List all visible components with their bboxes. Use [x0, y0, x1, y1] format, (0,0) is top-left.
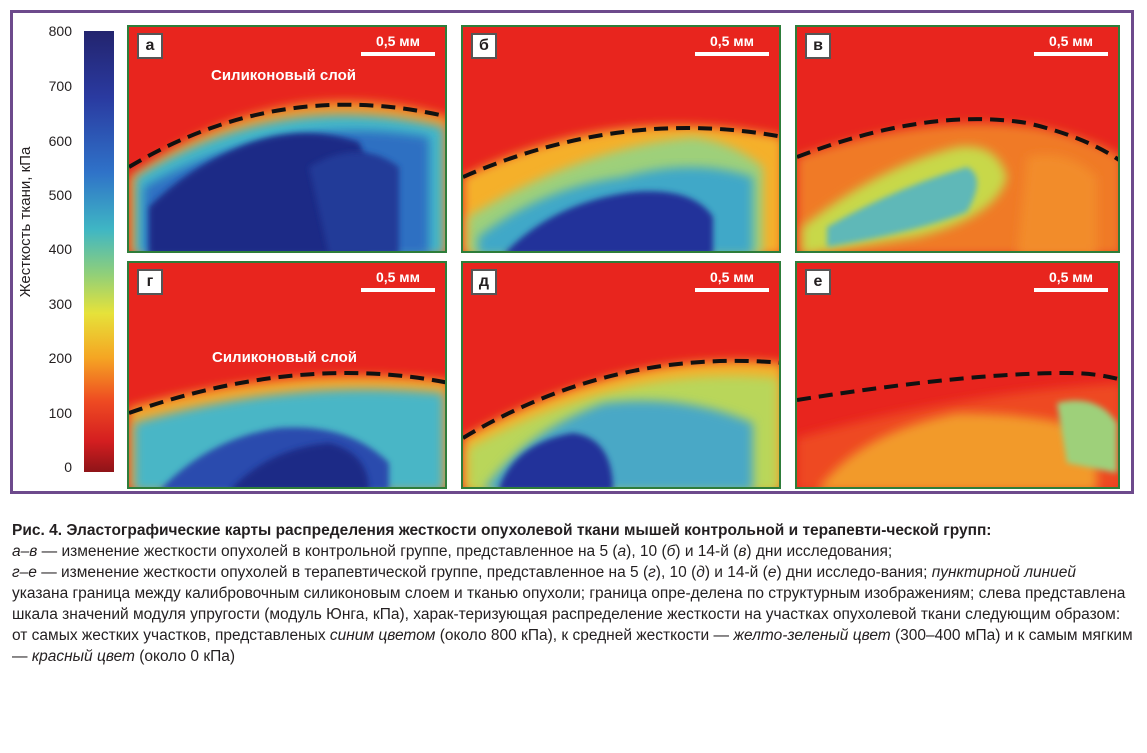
scale-bar-label: 0,5 мм [375, 33, 421, 49]
caption-text: в [738, 543, 747, 560]
caption-text: а–в [12, 543, 38, 560]
caption-body: а–в — изменение жесткости опухолей в кон… [12, 541, 1136, 667]
colorbar-tick: 400 [49, 241, 73, 257]
scale-bar-label: 0,5 мм [1048, 33, 1094, 49]
caption-text: (300–400 мПа) и к самым мягким — [12, 627, 1133, 665]
panel-letter: в [805, 33, 831, 59]
caption-title: Рис. 4. Эластографические карты распреде… [12, 522, 992, 539]
caption-text: (около 800 кПа), к средней жесткости — [435, 627, 734, 644]
elastography-map [463, 263, 779, 487]
caption-text: ) дни исследо-вания; [776, 564, 932, 581]
caption-text: ) и 14-й ( [675, 543, 739, 560]
scale-bar-label: 0,5 мм [709, 269, 755, 285]
panel-letter: б [471, 33, 497, 59]
colorbar-axis-label: Жесткость ткани, кПа [17, 146, 34, 297]
caption-text: (около 0 кПа) [134, 648, 236, 665]
scale-bar-line [1034, 288, 1108, 292]
scale-bar: 0,5 мм [695, 269, 769, 292]
caption-text: — изменение жесткости опухолей в терапев… [36, 564, 649, 581]
caption-text: ), 10 ( [655, 564, 697, 581]
caption-text: г–е [12, 564, 37, 581]
scale-bar-label: 0,5 мм [1048, 269, 1094, 285]
caption-text: желто-зеленый цвет [733, 627, 891, 644]
figure-caption: Рис. 4. Эластографические карты распреде… [12, 520, 1136, 667]
colorbar-gradient [84, 31, 114, 472]
elastography-map [797, 263, 1118, 487]
scale-bar: 0,5 мм [1034, 269, 1108, 292]
scale-bar-line [361, 52, 435, 56]
colorbar-tick: 700 [49, 78, 73, 94]
panel-a: а 0,5 мм Силиконовый слой [127, 25, 447, 253]
scale-bar-line [1034, 52, 1108, 56]
colorbar-tick: 200 [49, 350, 73, 366]
panel-letter: д [471, 269, 497, 295]
panel-letter: г [137, 269, 163, 295]
caption-text: д [696, 564, 705, 581]
elastography-map [797, 27, 1118, 251]
caption-text: ) и 14-й ( [704, 564, 768, 581]
panel-b: б 0,5 мм [461, 25, 781, 253]
scale-bar: 0,5 мм [361, 33, 435, 56]
colorbar-tick: 0 [64, 459, 72, 475]
panel-f: е 0,5 мм [795, 261, 1120, 489]
scale-bar: 0,5 мм [1034, 33, 1108, 56]
caption-text: е [767, 564, 777, 581]
scale-bar: 0,5 мм [695, 33, 769, 56]
caption-text: указана граница между калибровочным сили… [12, 585, 1126, 644]
caption-text: а [617, 543, 627, 560]
elastography-map [129, 27, 445, 251]
colorbar-tick: 800 [49, 23, 73, 39]
caption-text: ), 10 ( [626, 543, 667, 560]
elastography-map [463, 27, 779, 251]
scale-bar: 0,5 мм [361, 269, 435, 292]
caption-text: г [648, 564, 656, 581]
colorbar: 800 700 600 500 400 300 200 100 0 Жестко… [17, 23, 114, 475]
colorbar-tick: 100 [49, 405, 73, 421]
colorbar-tick: 300 [49, 296, 73, 312]
scale-bar-line [695, 52, 769, 56]
caption-text: ) дни исследования; [746, 543, 893, 560]
caption-text: б [666, 543, 676, 560]
scale-bar-line [361, 288, 435, 292]
silicone-layer-label: Силиконовый слой [212, 349, 357, 366]
panel-letter: е [805, 269, 831, 295]
scale-bar-line [695, 288, 769, 292]
panel-e: д 0,5 мм [461, 261, 781, 489]
panel-d: г 0,5 мм Силиконовый слой [127, 261, 447, 489]
panel-letter: а [137, 33, 163, 59]
colorbar-tick: 600 [49, 133, 73, 149]
scale-bar-label: 0,5 мм [709, 33, 755, 49]
elastography-map [129, 263, 445, 487]
caption-text: — изменение жесткости опухолей в контрол… [37, 543, 618, 560]
scale-bar-label: 0,5 мм [375, 269, 421, 285]
colorbar-tick: 500 [49, 187, 73, 203]
caption-text: пунктирной линией [931, 564, 1076, 581]
caption-text: красный цвет [31, 648, 135, 665]
silicone-layer-label: Силиконовый слой [211, 67, 356, 84]
caption-text: синим цветом [329, 627, 436, 644]
panel-c: в 0,5 мм [795, 25, 1120, 253]
